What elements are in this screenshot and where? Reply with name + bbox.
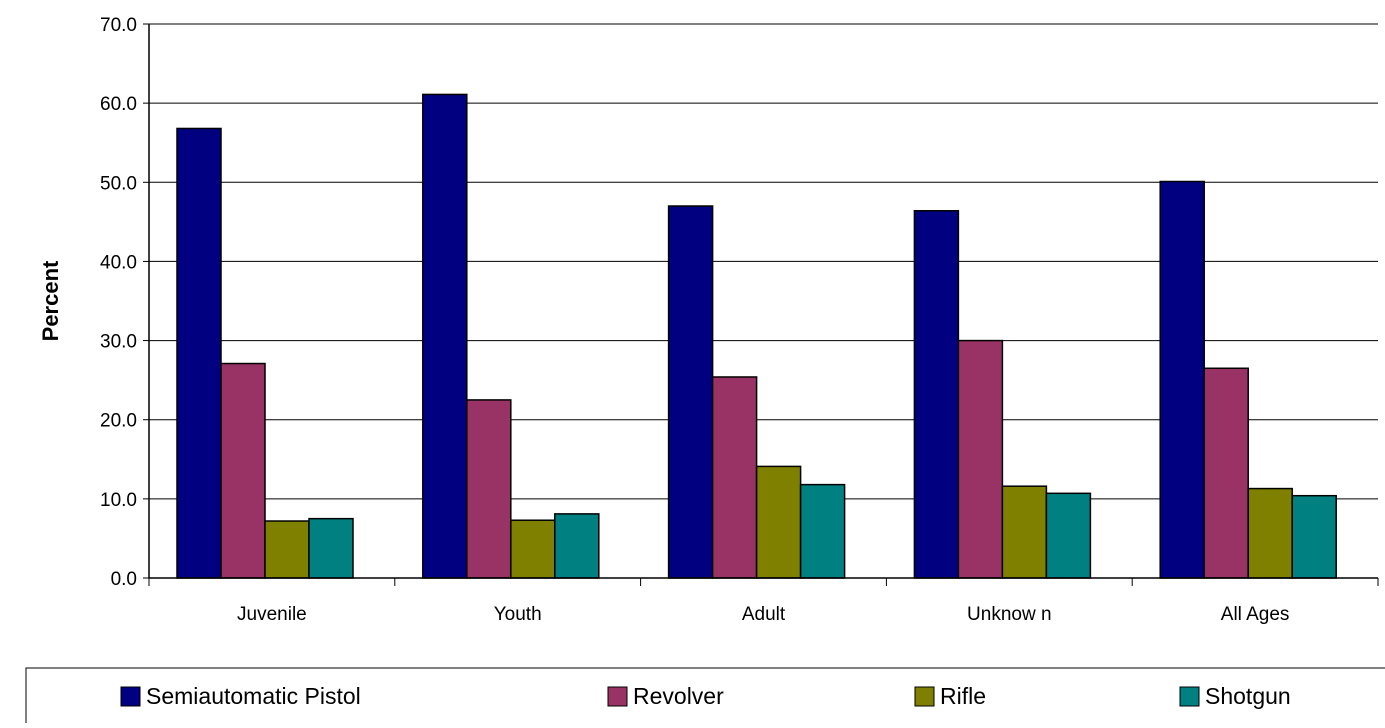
- bar: [755, 465, 802, 579]
- bar: [176, 127, 222, 579]
- bar: [308, 517, 354, 579]
- bar: [799, 483, 846, 579]
- bar: [466, 399, 512, 579]
- bar: [422, 93, 468, 579]
- bar: [1001, 485, 1048, 579]
- y-tick-label: 20.0: [100, 411, 137, 432]
- axes: 0.0 10.0 20.0 30.0 40.0 50.0 60.0 70.0 Juvenile Y…: [100, 15, 1379, 625]
- y-tick-label: 30.0: [100, 332, 137, 353]
- legend-label: Shotgun: [1205, 683, 1291, 709]
- bar: [1159, 180, 1205, 579]
- y-tick-label: 0.0: [111, 569, 137, 590]
- bar: [264, 520, 310, 579]
- y-tick-label: 70.0: [100, 15, 137, 36]
- bar: [667, 205, 714, 579]
- bars: [176, 93, 1337, 579]
- bar: [913, 210, 960, 579]
- bar: [1247, 487, 1293, 579]
- y-tick-label: 40.0: [100, 252, 137, 273]
- y-axis-label: Percent: [38, 260, 63, 341]
- gridlines: [149, 23, 1378, 500]
- legend-label: Semiautomatic Pistol: [146, 683, 361, 709]
- y-tick-label: 10.0: [100, 490, 137, 511]
- bar: [554, 513, 600, 579]
- y-tick-label: 50.0: [100, 173, 137, 194]
- legend-swatch: [1179, 686, 1200, 707]
- bar: [220, 362, 266, 579]
- x-tick-label: All Ages: [1221, 604, 1290, 625]
- x-tick-label: Unknow n: [967, 604, 1052, 625]
- bar: [1291, 494, 1337, 579]
- bar: [711, 376, 758, 579]
- legend-swatch: [914, 686, 935, 707]
- x-tick-label: Youth: [494, 604, 542, 625]
- x-tick-label: Adult: [742, 604, 786, 625]
- x-tick-label: Juvenile: [237, 604, 307, 625]
- legend-label: Rifle: [940, 683, 986, 709]
- legend-box: [25, 667, 1385, 725]
- bar: [1203, 367, 1249, 579]
- bar: [510, 519, 556, 579]
- y-tick-label: 60.0: [100, 94, 137, 115]
- legend: Semiautomatic Pistol Revolver Rifle Shotgun: [25, 667, 1385, 725]
- legend-swatch: [120, 686, 141, 707]
- bar: [1045, 492, 1092, 579]
- bar: [957, 339, 1004, 579]
- legend-swatch: [607, 686, 628, 707]
- legend-label: Revolver: [633, 683, 724, 709]
